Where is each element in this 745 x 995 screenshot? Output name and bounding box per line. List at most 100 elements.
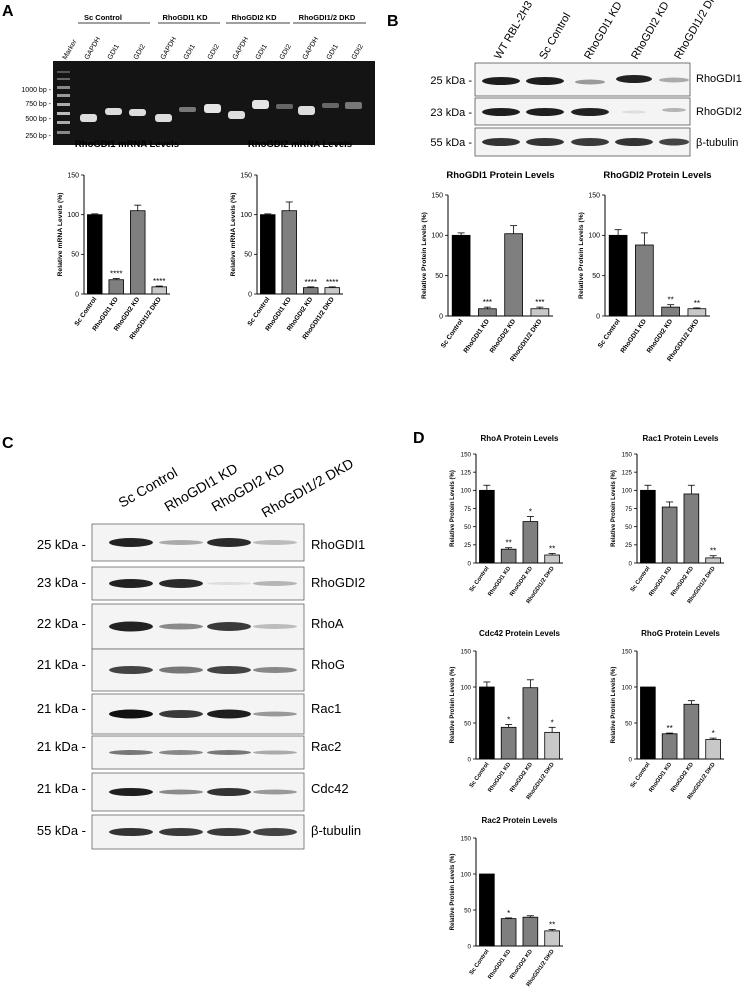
bar-chart-d4: RhoG Protein Levels 0 50 100 150 Relative Pro… — [611, 629, 724, 801]
kda-label: 23 kDa - — [37, 575, 86, 590]
gel-group-label: Sc Control — [84, 13, 122, 22]
blot-band — [159, 579, 203, 588]
y-tick-label: 50 — [464, 524, 471, 531]
bar — [479, 873, 495, 947]
bar-chart-a1: RhoGDI1 mRNA Levels 0 50 100 150 Relative mRN… — [57, 139, 179, 341]
bar — [661, 733, 678, 760]
blot-band — [253, 581, 297, 586]
blot-band — [109, 579, 153, 588]
panel-label-b: B — [387, 13, 399, 30]
panel-label-d: D — [413, 430, 425, 447]
y-tick-label: 75 — [625, 506, 632, 513]
y-tick-label: 100 — [622, 684, 633, 691]
y-tick-label: 100 — [461, 871, 472, 878]
category-label: Sc Control — [469, 761, 491, 789]
bar — [130, 210, 146, 295]
bar — [522, 687, 539, 760]
protein-label: RhoGDI2 — [311, 575, 365, 590]
gel-size-label: 500 bp - — [25, 116, 51, 123]
gel-size-label: 250 bp - — [25, 133, 51, 140]
y-tick-label: 150 — [67, 172, 79, 179]
y-tick-label: 150 — [461, 648, 472, 655]
blot-c: Sc Control RhoGDI1 KD RhoGDI2 KD RhoGDI1… — [37, 455, 365, 850]
protein-label: RhoGDI1 — [311, 537, 365, 552]
bar — [500, 918, 517, 947]
blot-band — [159, 828, 203, 836]
y-tick-label: 100 — [461, 488, 472, 495]
blot-lane-label: WT RBL-2H3 — [492, 0, 535, 62]
y-axis-label: Relative Protein Levels (%) — [450, 667, 456, 744]
category-label: RhoGDI1 KD — [463, 318, 492, 355]
y-tick-label: 150 — [588, 192, 600, 199]
blot-lane-label: RhoGDI1/2 DKD — [672, 0, 723, 61]
category-label: RhoGDI1 KD — [487, 566, 512, 598]
bar — [705, 739, 721, 760]
gel-lane-label: GAPDH — [232, 36, 251, 61]
bar — [479, 489, 495, 564]
protein-label: Rac1 — [311, 701, 341, 716]
gel-lane-label: GDI2 — [351, 43, 365, 61]
bar — [640, 686, 656, 760]
y-tick-label: 150 — [461, 451, 472, 458]
blot-band — [159, 666, 203, 674]
y-tick-label: 50 — [464, 720, 471, 727]
y-tick-label: 100 — [588, 233, 600, 240]
significance-label: **** — [326, 278, 338, 287]
y-axis-label: Relative Protein Levels (%) — [578, 212, 585, 299]
bar-chart-d1: RhoA Protein Levels 0 25 50 75 100 125 150 Relat… — [450, 434, 563, 605]
kda-label: 25 kDa - — [37, 537, 86, 552]
y-tick-label: 25 — [625, 542, 632, 549]
chart-title: Cdc42 Protein Levels — [479, 629, 560, 638]
bar-chart-a2: RhoGDI2 mRNA Levels 0 50 100 150 Relative mRN… — [230, 139, 352, 341]
blot-band — [109, 788, 153, 796]
bar — [661, 306, 680, 317]
protein-label: RhoGDI2 — [696, 106, 742, 118]
y-tick-label: 50 — [464, 907, 471, 914]
gel-group-label: RhoGDI1/2 DKD — [299, 13, 356, 22]
protein-label: Cdc42 — [311, 781, 349, 796]
y-tick-label: 150 — [461, 835, 472, 842]
gel-image — [53, 61, 375, 145]
chart-title: RhoA Protein Levels — [481, 434, 559, 443]
chart-title: RhoGDI1 mRNA Levels — [75, 139, 179, 150]
significance-label: * — [529, 507, 532, 516]
gel-lane-label: GDI2 — [207, 43, 221, 61]
blot-b-lane-labels: WT RBL-2H3 Sc Control RhoGDI1 KD RhoGDI2… — [492, 0, 723, 62]
gel-lane-label: GDI2 — [279, 43, 293, 61]
category-label: RhoGDI2 KD — [509, 762, 534, 794]
significance-label: *** — [535, 298, 544, 307]
kda-label: 21 kDa - — [37, 701, 86, 716]
significance-label: ** — [667, 724, 673, 733]
y-tick-label: 150 — [622, 451, 633, 458]
category-label: RhoGDI2 KD — [670, 566, 695, 598]
y-axis-label: Relative Protein Levels (%) — [450, 470, 456, 547]
blot-lane-label: Sc Control — [537, 11, 573, 61]
blot-b: WT RBL-2H3 Sc Control RhoGDI1 KD RhoGDI2… — [430, 0, 742, 157]
gel-marker-label: Marker — [62, 38, 79, 61]
blot-band — [207, 582, 251, 585]
blot-band — [159, 623, 203, 630]
category-label: Sc Control — [440, 318, 465, 349]
kda-label: 22 kDa - — [37, 616, 86, 631]
y-axis-label: Relative mRNA Levels (%) — [230, 193, 237, 277]
bar — [87, 214, 103, 295]
y-axis-label: Relative Protein Levels (%) — [450, 854, 456, 931]
gel-group-label: RhoGDI1 KD — [163, 13, 209, 22]
bar — [451, 234, 471, 317]
y-tick-label: 0 — [629, 560, 633, 567]
bar — [500, 548, 517, 564]
y-tick-label: 50 — [71, 252, 79, 259]
gel-lane-label: GAPDH — [160, 36, 179, 61]
category-label: Sc Control — [469, 565, 491, 593]
category-label: RhoGDI1 KD — [620, 318, 649, 355]
bar — [661, 506, 678, 564]
chart-title: RhoGDI1 Protein Levels — [446, 170, 554, 181]
blot-band — [253, 711, 297, 717]
y-tick-label: 0 — [596, 313, 600, 320]
blot-band — [253, 624, 297, 629]
blot-b-row-labels: 25 kDa - 23 kDa - 55 kDa - RhoGDI1 RhoGD… — [430, 73, 741, 149]
significance-label: ** — [506, 539, 512, 548]
y-tick-label: 50 — [244, 252, 252, 259]
bar — [504, 233, 523, 317]
